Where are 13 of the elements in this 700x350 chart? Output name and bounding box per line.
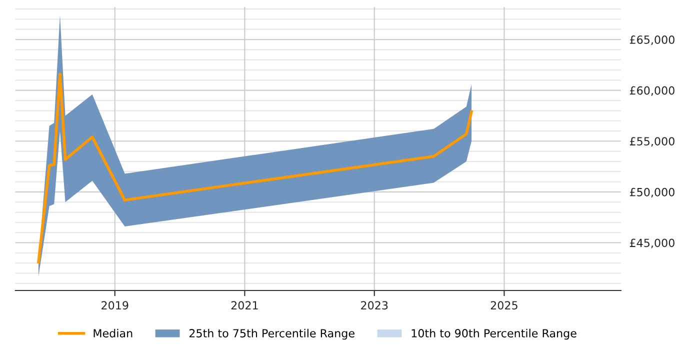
y-tick-label: £50,000 bbox=[630, 188, 674, 198]
y-tick-label: £60,000 bbox=[630, 86, 674, 96]
y-tick-label: £45,000 bbox=[630, 238, 674, 248]
y-tick-label: £65,000 bbox=[630, 35, 674, 46]
y-tick-label: £55,000 bbox=[630, 137, 674, 147]
legend-label: Median bbox=[94, 328, 132, 338]
x-tick-label: 2019 bbox=[102, 301, 128, 310]
legend-label: 10th to 90th Percentile Range bbox=[412, 328, 576, 340]
legend-label: 25th to 75th Percentile Range bbox=[189, 328, 354, 340]
line-series bbox=[37, 72, 473, 264]
x-tick-label: 2023 bbox=[361, 301, 388, 310]
x-tick-label: 2025 bbox=[490, 301, 518, 310]
x-tick-label: 2021 bbox=[231, 301, 258, 310]
